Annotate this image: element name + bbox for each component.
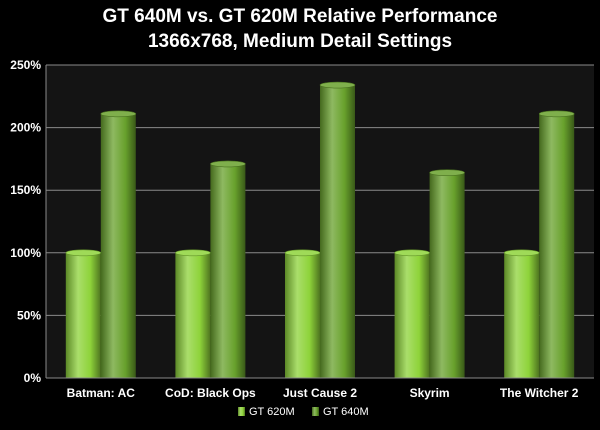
chart-title-block: GT 640M vs. GT 620M Relative Performance… bbox=[0, 4, 600, 54]
y-tick-label: 100% bbox=[10, 246, 41, 260]
bar-gt-640m bbox=[210, 160, 246, 378]
bar-top bbox=[503, 249, 540, 257]
y-tick-label: 250% bbox=[10, 58, 41, 72]
bar-body bbox=[285, 252, 320, 378]
bar-gt-640m bbox=[100, 110, 137, 378]
bar-gt-620m bbox=[65, 249, 102, 378]
bar-body bbox=[504, 252, 540, 378]
bar-top bbox=[284, 249, 321, 257]
axes: 0% 50% 100% 150% 200% 250% Batman: AC CoD: Blac… bbox=[10, 58, 594, 400]
y-tick-label: 50% bbox=[17, 308, 41, 322]
bar-gt-620m bbox=[503, 249, 540, 378]
x-category-label: CoD: Black Ops bbox=[165, 386, 256, 400]
bars bbox=[65, 81, 575, 379]
x-category-label: The Witcher 2 bbox=[500, 386, 579, 400]
x-category-label: Just Cause 2 bbox=[283, 386, 357, 400]
bar-top bbox=[100, 110, 137, 118]
bar-top bbox=[319, 81, 356, 89]
bar-body bbox=[394, 252, 430, 378]
bar-gt-640m bbox=[429, 169, 465, 378]
bar-body bbox=[100, 113, 136, 378]
bar-body bbox=[539, 113, 575, 378]
bar-gt-640m bbox=[538, 110, 575, 378]
y-tick-label: 200% bbox=[10, 121, 41, 135]
x-category-label: Batman: AC bbox=[67, 386, 136, 400]
bar-top bbox=[65, 249, 102, 257]
chart-title: GT 640M vs. GT 620M Relative Performance bbox=[102, 6, 498, 27]
legend-label: GT 640M bbox=[323, 406, 369, 418]
bar-top bbox=[210, 160, 246, 168]
legend: GT 620M GT 640M bbox=[238, 406, 369, 418]
bar-body bbox=[320, 85, 355, 379]
bar-gt-640m bbox=[319, 81, 356, 379]
legend-swatch bbox=[312, 407, 319, 416]
bar-top bbox=[175, 249, 211, 257]
bar-body bbox=[210, 163, 246, 378]
x-category-label: Skyrim bbox=[410, 386, 450, 400]
bar-gt-620m bbox=[175, 249, 211, 378]
legend-label: GT 620M bbox=[249, 406, 295, 418]
bar-gt-620m bbox=[394, 249, 430, 378]
bar-body bbox=[429, 172, 465, 378]
bar-body bbox=[65, 252, 101, 378]
y-tick-label: 150% bbox=[10, 183, 41, 197]
bar-gt-620m bbox=[284, 249, 321, 378]
legend-swatch bbox=[238, 407, 245, 416]
chart-subtitle: 1366x768, Medium Detail Settings bbox=[147, 31, 453, 52]
bar-top bbox=[394, 249, 430, 257]
bar-top bbox=[429, 169, 465, 176]
y-tick-label: 0% bbox=[24, 371, 42, 385]
bar-top bbox=[538, 110, 575, 118]
bar-body bbox=[175, 252, 211, 378]
